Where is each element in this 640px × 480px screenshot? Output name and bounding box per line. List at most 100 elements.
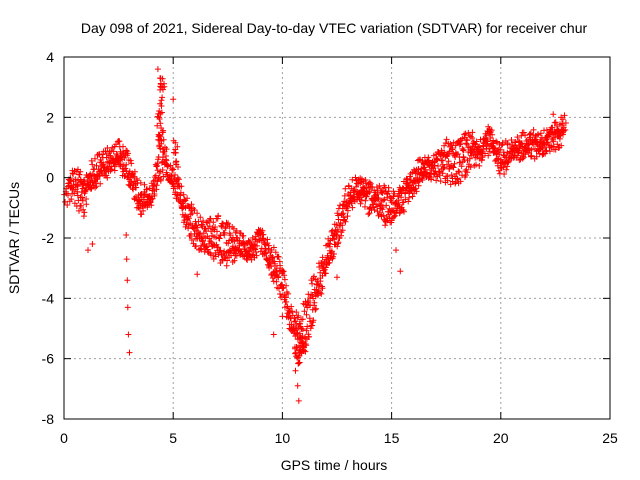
data-point — [326, 240, 333, 247]
data-point — [497, 146, 504, 153]
data-point — [188, 201, 195, 208]
data-point-secondary — [522, 151, 529, 158]
data-point — [225, 240, 232, 247]
data-point — [473, 161, 479, 168]
data-point-secondary — [536, 146, 543, 153]
data-point-secondary — [546, 142, 553, 149]
data-point — [62, 198, 69, 205]
data-point-secondary — [87, 171, 94, 178]
data-point-secondary — [456, 154, 463, 161]
data-point-outlier — [397, 268, 404, 275]
data-point-secondary — [224, 257, 231, 264]
data-point-outlier — [194, 271, 201, 278]
x-tick-label: 25 — [602, 430, 618, 446]
data-point — [485, 152, 492, 159]
data-point-secondary — [344, 213, 351, 220]
data-point — [71, 190, 78, 197]
data-point — [341, 192, 348, 199]
data-point — [374, 191, 381, 197]
data-points — [61, 66, 569, 404]
data-point — [457, 178, 464, 185]
data-point — [335, 216, 342, 223]
data-point-secondary — [330, 253, 337, 260]
data-point-secondary — [553, 128, 560, 135]
data-point-secondary — [457, 141, 464, 147]
data-point-secondary — [429, 158, 436, 165]
data-point-secondary — [207, 238, 214, 245]
y-tick-label: -8 — [42, 411, 55, 427]
data-point — [383, 202, 390, 209]
data-point-secondary — [80, 177, 87, 184]
data-point-secondary — [491, 145, 498, 152]
data-point-secondary — [462, 130, 469, 137]
data-point — [275, 253, 282, 260]
data-point — [215, 212, 222, 219]
data-point-cluster — [295, 360, 302, 367]
data-point — [83, 196, 90, 202]
data-point-cluster — [155, 131, 162, 138]
data-point — [88, 157, 95, 164]
data-point — [554, 141, 561, 148]
data-point-secondary — [317, 278, 324, 285]
data-point-secondary — [278, 294, 284, 301]
data-point — [405, 198, 412, 205]
data-point-secondary — [483, 137, 490, 144]
data-point-secondary — [130, 181, 137, 187]
data-point-secondary — [554, 123, 560, 129]
data-point — [466, 155, 473, 162]
data-point — [65, 192, 71, 199]
data-point-secondary — [169, 167, 176, 174]
data-point — [451, 160, 458, 167]
data-point-secondary — [193, 243, 199, 249]
data-point — [401, 208, 407, 215]
data-point — [116, 138, 123, 145]
data-point-secondary — [303, 327, 310, 334]
data-point-secondary — [559, 116, 566, 123]
data-point-cluster — [158, 109, 165, 116]
data-point-secondary — [493, 151, 500, 158]
data-point-secondary — [133, 204, 140, 211]
data-point — [68, 196, 75, 203]
data-point — [528, 152, 535, 159]
data-point-secondary — [353, 183, 359, 190]
data-point-secondary — [168, 173, 175, 179]
data-point-secondary — [255, 226, 262, 233]
data-point — [450, 164, 457, 171]
data-point — [285, 290, 292, 297]
data-point-secondary — [463, 140, 469, 147]
data-point-secondary — [483, 132, 490, 139]
data-point-secondary — [449, 145, 456, 151]
data-point-secondary — [495, 155, 502, 162]
data-point-secondary — [460, 147, 467, 154]
data-point — [79, 194, 85, 201]
data-point — [184, 195, 191, 202]
data-point-secondary — [326, 259, 333, 266]
data-point-secondary — [163, 161, 170, 168]
data-point-outlier — [158, 84, 165, 91]
data-point — [292, 318, 299, 325]
data-point-secondary — [191, 225, 198, 231]
data-point-outlier — [279, 313, 286, 320]
data-point — [180, 191, 187, 198]
data-point — [342, 185, 349, 192]
data-point-secondary — [375, 212, 382, 219]
data-point — [365, 211, 372, 218]
data-point — [428, 175, 435, 181]
data-point-secondary — [534, 141, 541, 148]
data-point — [309, 292, 316, 299]
data-point-secondary — [402, 180, 409, 187]
data-point — [380, 197, 387, 204]
data-point-cluster — [155, 136, 162, 143]
data-point — [194, 210, 201, 217]
data-point-secondary — [409, 193, 416, 200]
data-point — [316, 264, 323, 270]
data-point-secondary — [136, 197, 143, 204]
data-point-secondary — [335, 239, 342, 246]
data-point — [362, 197, 369, 204]
data-point-secondary — [512, 142, 519, 149]
data-point-secondary — [348, 200, 355, 207]
data-point-secondary — [118, 153, 125, 160]
data-point-secondary — [233, 252, 240, 259]
data-point-secondary — [180, 204, 187, 210]
data-point-secondary — [188, 237, 195, 243]
